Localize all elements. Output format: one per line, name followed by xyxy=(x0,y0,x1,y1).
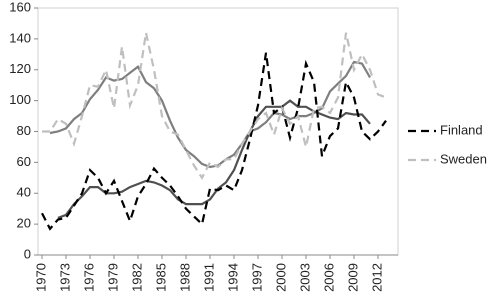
x-tick-label: 2006 xyxy=(321,263,336,292)
x-tick-label: 2003 xyxy=(297,263,312,292)
x-tick-label: 1982 xyxy=(129,263,144,292)
line-series xyxy=(41,52,387,231)
x-tick-label: 1991 xyxy=(201,263,216,292)
y-tick-label: 80 xyxy=(17,123,31,138)
x-tick-label: 1976 xyxy=(81,263,96,292)
x-tick-label: 1970 xyxy=(33,263,48,292)
x-tick-label: 1997 xyxy=(249,263,264,292)
x-tick-label: 1985 xyxy=(153,263,168,292)
legend-label: Finland xyxy=(440,122,483,137)
x-tick-label: 1994 xyxy=(225,263,240,292)
y-tick-label: 40 xyxy=(17,185,31,200)
y-tick-label: 60 xyxy=(17,154,31,169)
y-tick-label: 140 xyxy=(9,30,31,45)
y-tick-label: 0 xyxy=(24,246,31,261)
y-tick-label: 20 xyxy=(17,216,31,231)
x-tick-label: 2012 xyxy=(369,263,384,292)
x-tick-label: 2000 xyxy=(273,263,288,292)
line-series xyxy=(57,99,371,219)
y-tick-label: 120 xyxy=(9,61,31,76)
x-tick-label: 1979 xyxy=(105,263,120,292)
x-tick-label: 2009 xyxy=(345,263,360,292)
line-series xyxy=(42,32,387,180)
y-tick-label: 160 xyxy=(9,0,31,14)
y-tick-label: 100 xyxy=(9,92,31,107)
x-tick-label: 1988 xyxy=(177,263,192,292)
x-tick-label: 1973 xyxy=(57,263,72,292)
legend-label: Sweden xyxy=(440,151,487,166)
